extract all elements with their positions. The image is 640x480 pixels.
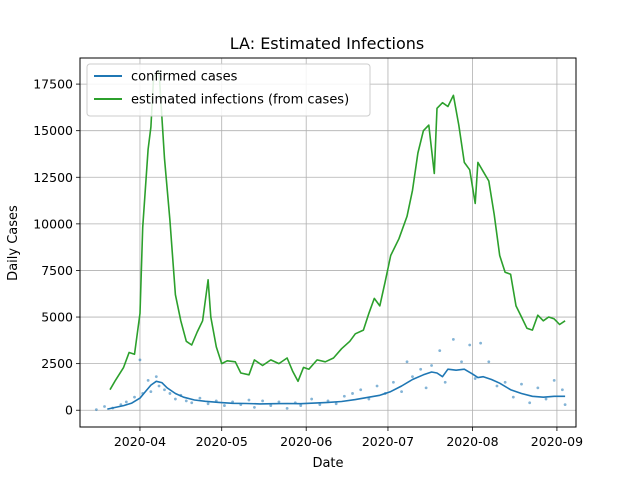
data-point [563,403,567,407]
legend-label-confirmed-cases: confirmed cases [131,70,238,85]
data-point [503,380,507,384]
data-point [154,375,158,379]
data-point [511,395,515,399]
y-tick-label: 0 [65,403,73,418]
x-axis-label: Date [312,456,343,471]
data-point [168,392,172,395]
data-point [149,390,153,393]
y-tick-label: 12500 [33,170,73,185]
x-tick-label: 2020-06 [280,434,332,449]
series-line-estimated-infections-from-cases [109,70,566,391]
data-point [359,388,363,392]
data-point [424,386,428,390]
data-point [468,343,472,347]
y-axis-label: Daily Cases [6,205,21,281]
legend-label-estimated-infections: estimated infections (from cases) [131,93,349,108]
data-point [184,399,188,403]
data-point [310,397,314,401]
data-point [392,380,395,384]
x-tick-label: 2020-09 [531,434,583,449]
y-tick-label: 7500 [41,263,73,278]
data-point [451,338,455,341]
y-tick-label: 15000 [33,123,73,138]
data-point [536,386,540,390]
data-point [544,397,548,401]
data-point [528,401,532,405]
data-point [223,404,226,407]
data-point [133,395,136,399]
data-point [473,377,477,380]
data-point [411,375,414,379]
data-point [438,349,442,352]
data-point [318,403,322,407]
data-point [367,397,371,401]
data-point [487,360,491,364]
y-axis: 0 2500 5000 7500 10000 12500 15000 17500 [33,77,80,418]
data-point [269,404,273,407]
plot-frame [79,57,577,428]
series-line-confirmed-cases [107,368,566,410]
data-point [552,379,556,382]
data-point [163,388,166,392]
x-tick-label: 2020-05 [196,434,248,449]
data-point [146,379,150,382]
data-point [285,406,289,410]
data-point [103,405,106,408]
data-point [94,408,98,412]
data-point [334,402,338,406]
data-point [375,384,379,388]
legend: confirmed cases estimated infections (fr… [86,63,371,117]
chart-title: LA: Estimated Infections [230,34,424,53]
data-point [299,404,303,407]
x-tick-label: 2020-04 [114,434,166,449]
x-tick-label: 2020-07 [362,434,414,449]
data-point [261,399,264,403]
x-axis: 2020-04 2020-05 2020-06 2020-07 2020-08 2020-… [114,427,583,449]
data-point [206,402,210,406]
data-point [138,358,142,362]
data-point [560,388,564,392]
data-point [157,384,161,388]
data-point [247,398,251,402]
data-point [190,401,194,405]
data-point [479,341,483,345]
y-tick-label: 5000 [41,310,73,325]
series-layer [107,70,566,410]
data-point [351,392,354,395]
x-tick-label: 2020-08 [446,434,498,449]
data-point [443,380,447,384]
data-point [430,364,433,367]
legend-box [86,63,371,117]
data-point [400,390,403,393]
data-point [173,397,177,401]
data-point [419,367,423,371]
data-point [495,384,499,388]
data-point [277,400,281,404]
y-tick-label: 17500 [33,77,73,92]
data-point [405,360,409,364]
y-tick-label: 2500 [41,356,73,371]
data-point [460,360,463,364]
y-tick-label: 10000 [33,216,73,231]
data-point [342,394,346,398]
data-point [198,396,202,400]
data-point [520,382,523,386]
data-point [124,400,128,404]
data-point [253,406,256,409]
scatter-layer [94,338,567,412]
